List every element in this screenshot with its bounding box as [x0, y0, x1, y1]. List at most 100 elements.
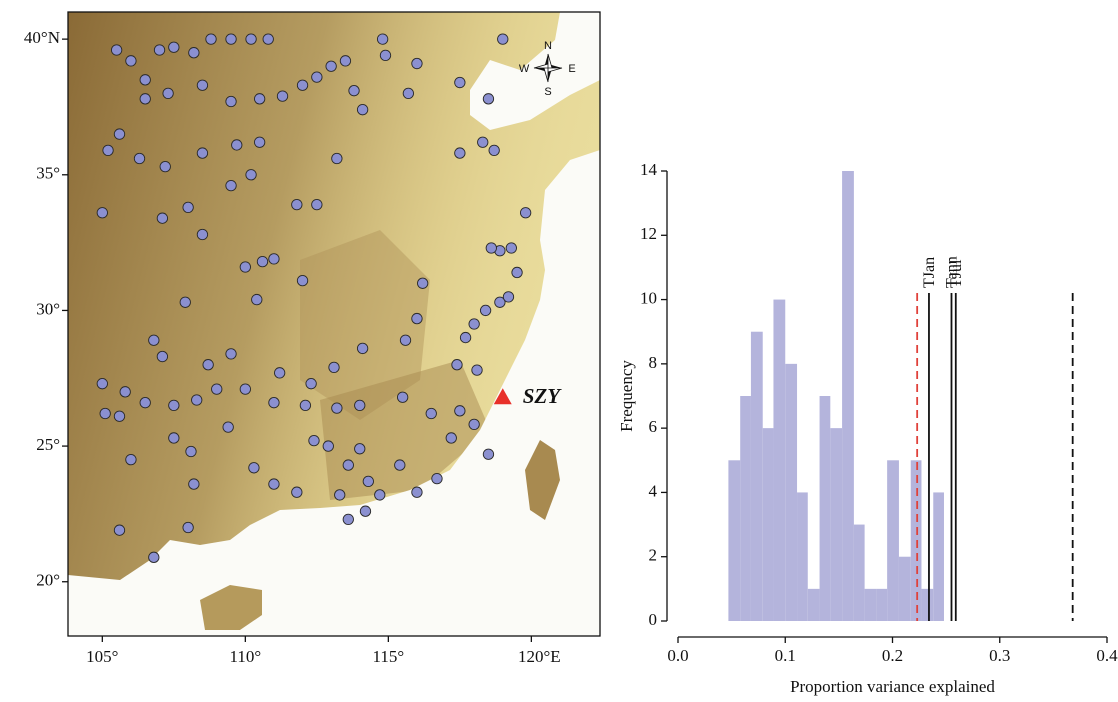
- station: [113, 410, 126, 422]
- y-tick-label: 14: [640, 160, 658, 179]
- bar: [853, 524, 865, 621]
- station: [253, 136, 266, 148]
- y-tick-label: 30°: [36, 299, 60, 318]
- station: [99, 407, 111, 420]
- station: [356, 342, 369, 355]
- station: [133, 152, 146, 165]
- bar: [740, 396, 751, 621]
- station: [291, 198, 303, 211]
- station: [119, 386, 131, 398]
- station: [239, 383, 251, 395]
- station: [482, 93, 495, 105]
- station: [168, 432, 180, 444]
- reference-label: TJan: [921, 257, 938, 288]
- station: [211, 383, 223, 395]
- map-background: [68, 12, 600, 636]
- station: [331, 402, 343, 414]
- station: [331, 152, 343, 165]
- station: [305, 378, 317, 390]
- x-tick-label: 115°: [373, 647, 405, 666]
- station: [376, 33, 389, 45]
- station: [113, 128, 126, 140]
- y-axis-label: Frequency: [617, 360, 636, 432]
- station: [196, 228, 209, 241]
- station: [182, 521, 194, 534]
- station: [356, 104, 369, 116]
- x-tick-label: 0.4: [1096, 646, 1118, 665]
- station: [188, 478, 200, 490]
- station: [148, 551, 160, 563]
- station: [494, 296, 506, 308]
- station: [253, 93, 266, 105]
- station: [225, 33, 237, 45]
- station: [485, 242, 497, 254]
- x-tick-label: 0.1: [775, 646, 796, 665]
- station: [262, 33, 274, 45]
- station: [268, 397, 280, 409]
- station: [325, 60, 337, 72]
- y-tick-label: 2: [649, 546, 658, 565]
- station: [328, 361, 340, 374]
- station: [468, 318, 480, 330]
- station: [256, 255, 269, 268]
- compass-label: E: [568, 63, 575, 75]
- station: [311, 198, 323, 211]
- station: [497, 33, 509, 45]
- x-tick-label: 110°: [229, 647, 261, 666]
- station: [342, 513, 354, 525]
- station: [182, 201, 194, 213]
- stations: [96, 33, 532, 563]
- bar: [750, 331, 763, 621]
- station: [348, 85, 360, 97]
- bar: [933, 492, 944, 621]
- station: [482, 448, 495, 460]
- bar: [864, 588, 877, 621]
- station: [196, 147, 209, 159]
- compass-label: S: [544, 86, 551, 98]
- station: [479, 304, 492, 317]
- y-tick-label: 40°N: [24, 28, 60, 47]
- station: [291, 486, 303, 498]
- station: [471, 364, 483, 376]
- station: [102, 144, 114, 157]
- station: [251, 293, 263, 306]
- y-tick-label: 10: [640, 288, 657, 307]
- station: [248, 462, 260, 474]
- station: [394, 459, 406, 471]
- bar: [773, 299, 786, 621]
- station: [139, 397, 151, 409]
- station: [231, 139, 243, 151]
- station: [342, 459, 354, 471]
- station: [168, 41, 180, 53]
- bar: [762, 428, 774, 621]
- station: [245, 169, 257, 181]
- bar: [797, 492, 808, 621]
- station: [354, 443, 366, 455]
- station: [296, 274, 309, 287]
- station: [125, 454, 137, 466]
- compass: N S E W: [519, 40, 576, 98]
- station: [468, 418, 480, 431]
- station: [168, 399, 180, 412]
- station: [125, 55, 137, 67]
- reference-label: TJul: [948, 259, 965, 288]
- station: [519, 207, 532, 219]
- station: [202, 359, 214, 371]
- x-axis-label: Proportion variance explained: [790, 677, 995, 696]
- station: [162, 87, 174, 100]
- compass-label: W: [519, 63, 530, 75]
- station: [399, 334, 412, 346]
- station: [334, 489, 346, 501]
- y-tick-label: 0: [649, 610, 658, 629]
- station: [225, 95, 237, 108]
- station: [222, 421, 234, 433]
- station: [311, 71, 323, 83]
- station: [454, 147, 466, 159]
- station: [153, 44, 166, 56]
- station: [431, 472, 443, 485]
- bar: [887, 460, 899, 621]
- station: [374, 489, 386, 501]
- station: [268, 478, 280, 490]
- bar: [876, 588, 888, 621]
- station: [274, 367, 286, 379]
